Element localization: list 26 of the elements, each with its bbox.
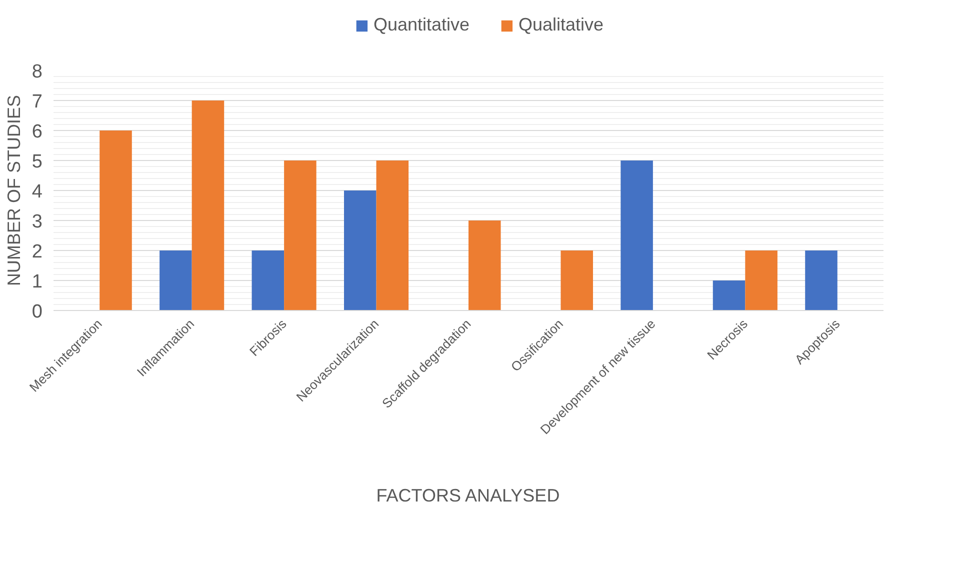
bar: [100, 130, 132, 310]
y-tick-label: 1: [32, 272, 43, 292]
bar: [805, 250, 838, 310]
y-tick-label: 4: [32, 182, 43, 202]
bar: [620, 160, 653, 310]
y-axis-title: NUMBER OF STUDIES: [4, 94, 24, 286]
y-tick-label: 2: [32, 242, 43, 262]
bar: [468, 220, 501, 310]
bar: [344, 190, 376, 310]
bar: [745, 250, 778, 310]
y-tick-label: 3: [32, 212, 43, 232]
bar: [192, 100, 224, 310]
x-axis-title: FACTORS ANALYSED: [376, 485, 560, 506]
y-tick-label: 7: [32, 92, 43, 112]
legend-label: Quantitative: [373, 14, 470, 36]
bar: [284, 160, 316, 310]
y-tick-label: 0: [32, 302, 43, 322]
legend-label: Qualitative: [518, 14, 604, 36]
bar: [376, 160, 409, 310]
y-tick-label: 8: [32, 62, 43, 82]
bar: [252, 250, 284, 310]
bar: [560, 250, 593, 310]
y-tick-label: 5: [32, 152, 43, 172]
bar: [160, 250, 192, 310]
bar: [712, 280, 746, 310]
y-tick-label: 6: [32, 122, 43, 142]
